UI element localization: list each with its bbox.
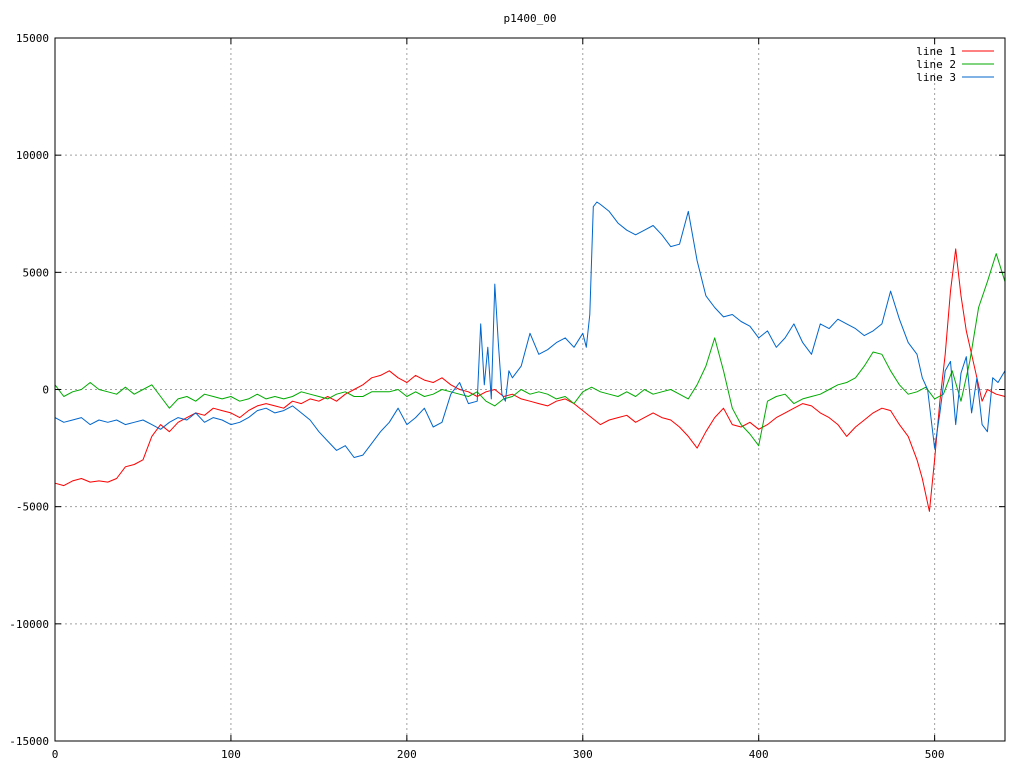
series-line-2 [54,253,1006,447]
x-tick-label: 300 [573,748,593,761]
series-line-1 [54,248,1006,512]
x-tick-label: 400 [749,748,769,761]
y-tick-label: -15000 [9,735,49,748]
y-tick-label: 15000 [16,32,49,45]
x-tick-label: 500 [925,748,945,761]
legend-label: line 1 [916,45,956,58]
grid-lines [55,38,1005,741]
chart-title: p1400_00 [504,12,557,25]
y-tick-label: -10000 [9,618,49,631]
axis-ticks: -15000 -10000 -5000 0 5000 10000 15000 0 100 200 3… [9,32,1005,761]
y-tick-label: 10000 [16,149,49,162]
legend-label: line 3 [916,71,956,84]
x-tick-label: 200 [397,748,417,761]
legend-label: line 2 [916,58,956,71]
x-tick-label: 0 [52,748,59,761]
y-tick-label: 5000 [23,266,50,279]
series-line-3 [54,201,1006,458]
series-lines [54,201,1006,512]
x-tick-label: 100 [221,748,241,761]
y-tick-label: 0 [42,384,49,397]
y-tick-label: -5000 [16,501,49,514]
